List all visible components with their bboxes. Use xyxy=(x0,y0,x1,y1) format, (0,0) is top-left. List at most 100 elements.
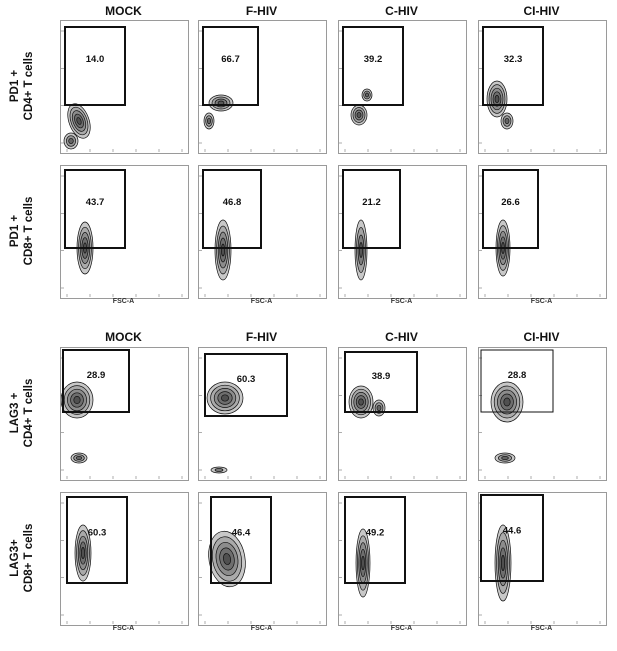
axis-ticks xyxy=(479,175,601,297)
axis-ticks xyxy=(479,30,601,152)
x-axis-label: FSC-A xyxy=(530,298,553,305)
cell-population-contour xyxy=(67,103,91,139)
cell-population-contour xyxy=(500,112,514,130)
flow-plot-panel: 28.9 xyxy=(60,347,189,481)
cell-population-contour xyxy=(208,94,234,112)
gate-percentage: 26.6 xyxy=(501,197,520,208)
gate-percentage: 49.2 xyxy=(366,528,385,539)
cell-population-contour xyxy=(206,381,244,415)
flow-plot-panel: 43.7 xyxy=(60,165,189,299)
flow-plot-panel: 26.6 xyxy=(478,165,607,299)
axis-ticks xyxy=(61,175,183,297)
axis-ticks xyxy=(339,30,461,152)
column-title-c-hiv: C-HIV xyxy=(385,330,418,344)
flow-plot-panel: 49.2 xyxy=(338,492,467,626)
row-label-line2: CD4+ T cells xyxy=(23,51,35,121)
x-axis-label: FSC-A xyxy=(250,625,273,632)
gate-percentage: 43.7 xyxy=(86,197,105,208)
cell-population-contour xyxy=(208,530,246,588)
gate-rectangle xyxy=(62,349,130,413)
cell-population-contour xyxy=(61,381,94,419)
x-axis-label: FSC-A xyxy=(250,298,273,305)
axis-ticks xyxy=(199,30,321,152)
cell-population-contour xyxy=(486,80,508,118)
column-title-ci-hiv: CI-HIV xyxy=(523,4,560,18)
x-axis-label: FSC-A xyxy=(390,298,413,305)
cell-population-contour xyxy=(372,399,386,417)
gate-rectangle xyxy=(342,26,404,106)
gate-percentage: 46.4 xyxy=(232,528,251,539)
gate-rectangle xyxy=(202,26,259,106)
cell-population-contour xyxy=(494,452,516,464)
cell-population-contour xyxy=(210,466,228,474)
flow-plot-svg: 46.8 xyxy=(199,169,321,297)
flow-plot-panel: 21.2 xyxy=(338,165,467,299)
axis-ticks xyxy=(199,502,321,624)
flow-plot-svg: 21.2 xyxy=(339,169,461,297)
gate-percentage: 44.6 xyxy=(503,526,522,537)
flow-plot-svg: 49.2 xyxy=(339,496,461,624)
axis-ticks xyxy=(61,30,183,152)
gate-rectangle xyxy=(344,496,406,584)
gate-percentage: 14.0 xyxy=(86,54,105,65)
flow-plot-svg: 66.7 xyxy=(199,26,321,152)
axis-ticks xyxy=(339,357,461,479)
flow-plot-svg: 46.4 xyxy=(199,496,321,624)
gate-percentage: 28.8 xyxy=(508,370,527,381)
gate-percentage: 21.2 xyxy=(362,197,381,208)
axis-ticks xyxy=(61,502,183,624)
flow-plot-svg: 32.3 xyxy=(479,26,601,152)
row-label-line2: CD4+ T cells xyxy=(23,378,35,448)
flow-plot-svg: 60.3 xyxy=(199,353,321,479)
gate-rectangle xyxy=(482,169,539,249)
flow-plot-svg: 38.9 xyxy=(339,351,461,479)
cell-population-contour xyxy=(74,524,92,582)
flow-plot-svg: 14.0 xyxy=(61,26,183,152)
axis-ticks xyxy=(199,357,321,479)
axis-ticks xyxy=(339,175,461,297)
gate-percentage: 60.3 xyxy=(88,528,107,539)
flow-plot-panel: 46.4 xyxy=(198,492,327,626)
column-title-ci-hiv: CI-HIV xyxy=(523,330,560,344)
gate-percentage: 32.3 xyxy=(504,54,523,65)
gate-percentage: 60.3 xyxy=(237,374,256,385)
gate-percentage: 39.2 xyxy=(364,54,383,65)
row-label-line1: PD1 + xyxy=(9,69,21,103)
gate-rectangle xyxy=(202,169,262,249)
row-label-line2: CD8+ T cells xyxy=(23,196,35,266)
row-label: LAG3 + CD4+ T cells xyxy=(8,348,36,478)
gate-rectangle xyxy=(342,169,401,249)
x-axis-label: FSC-A xyxy=(112,298,135,305)
gate-percentage: 38.9 xyxy=(372,371,391,382)
x-axis-label: FSC-A xyxy=(112,625,135,632)
gate-rectangle xyxy=(210,496,272,584)
flow-plot-panel: 60.3 xyxy=(198,347,327,481)
cell-population-contour xyxy=(361,88,373,102)
flow-plot-svg: 39.2 xyxy=(339,26,461,152)
flow-plot-svg: 28.9 xyxy=(61,349,183,479)
column-title-c-hiv: C-HIV xyxy=(385,4,418,18)
column-title-f-hiv: F-HIV xyxy=(245,4,278,18)
gate-rectangle xyxy=(66,496,128,584)
cell-population-contour xyxy=(355,528,371,598)
flow-plot-panel: 38.9 xyxy=(338,347,467,481)
cell-population-contour xyxy=(350,104,368,126)
gate-rectangle xyxy=(344,351,418,413)
row-label-line1: PD1 + xyxy=(9,214,21,248)
flow-plot-panel: 39.2 xyxy=(338,20,467,154)
flow-plot-panel: 60.3 xyxy=(60,492,189,626)
axis-ticks xyxy=(339,502,461,624)
cell-population-contour xyxy=(203,112,215,130)
gate-rectangle xyxy=(480,349,554,413)
gate-rectangle xyxy=(64,26,126,106)
cell-population-contour xyxy=(490,381,524,423)
cell-population-contour xyxy=(70,452,88,464)
flow-plot-panel: 28.8 xyxy=(478,347,607,481)
row-label: LAG3+ CD8+ T cells xyxy=(8,493,36,623)
x-axis-label: FSC-A xyxy=(530,625,553,632)
column-title-mock: MOCK xyxy=(105,330,142,344)
row-label: PD1 + CD8+ T cells xyxy=(8,166,36,296)
x-axis-label: FSC-A xyxy=(390,625,413,632)
axis-ticks xyxy=(199,175,321,297)
flow-plot-panel: 46.8 xyxy=(198,165,327,299)
